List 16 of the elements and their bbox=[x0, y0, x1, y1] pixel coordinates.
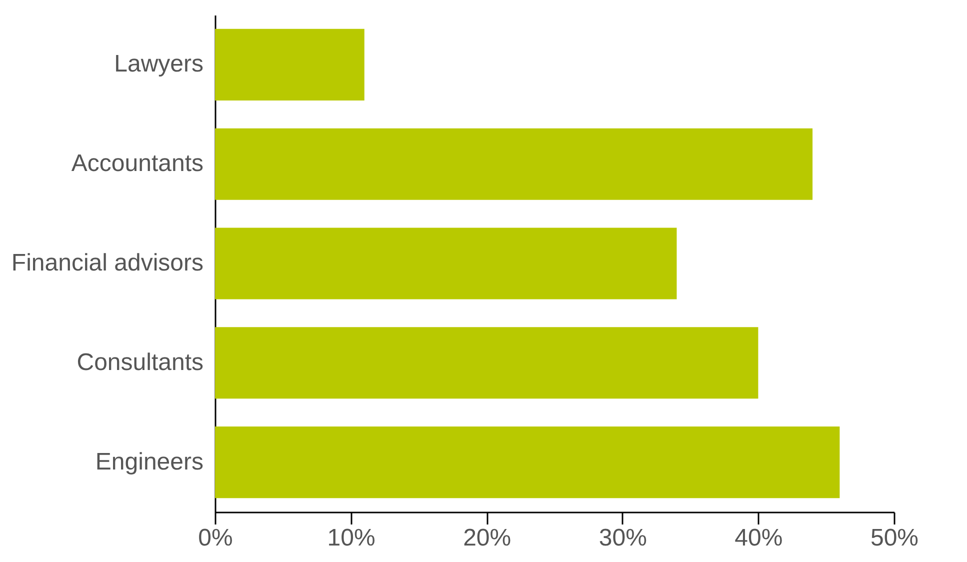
x-tick-label: 0% bbox=[198, 524, 233, 552]
y-tick-label: Engineers bbox=[95, 448, 204, 476]
y-tick-label: Consultants bbox=[76, 348, 204, 376]
x-tick-label: 50% bbox=[870, 524, 919, 552]
bar bbox=[215, 426, 840, 498]
bar bbox=[215, 327, 758, 399]
y-tick-label: Accountants bbox=[71, 150, 204, 178]
x-tick-label: 40% bbox=[734, 524, 783, 552]
bar bbox=[215, 128, 813, 200]
bar bbox=[215, 28, 364, 100]
x-tick-label: 20% bbox=[463, 524, 512, 552]
y-tick-label: Financial advisors bbox=[11, 250, 204, 276]
bar bbox=[215, 228, 677, 300]
y-tick-label: Lawyers bbox=[114, 50, 204, 78]
x-tick-label: 30% bbox=[598, 524, 647, 552]
x-tick-label: 10% bbox=[327, 524, 376, 552]
